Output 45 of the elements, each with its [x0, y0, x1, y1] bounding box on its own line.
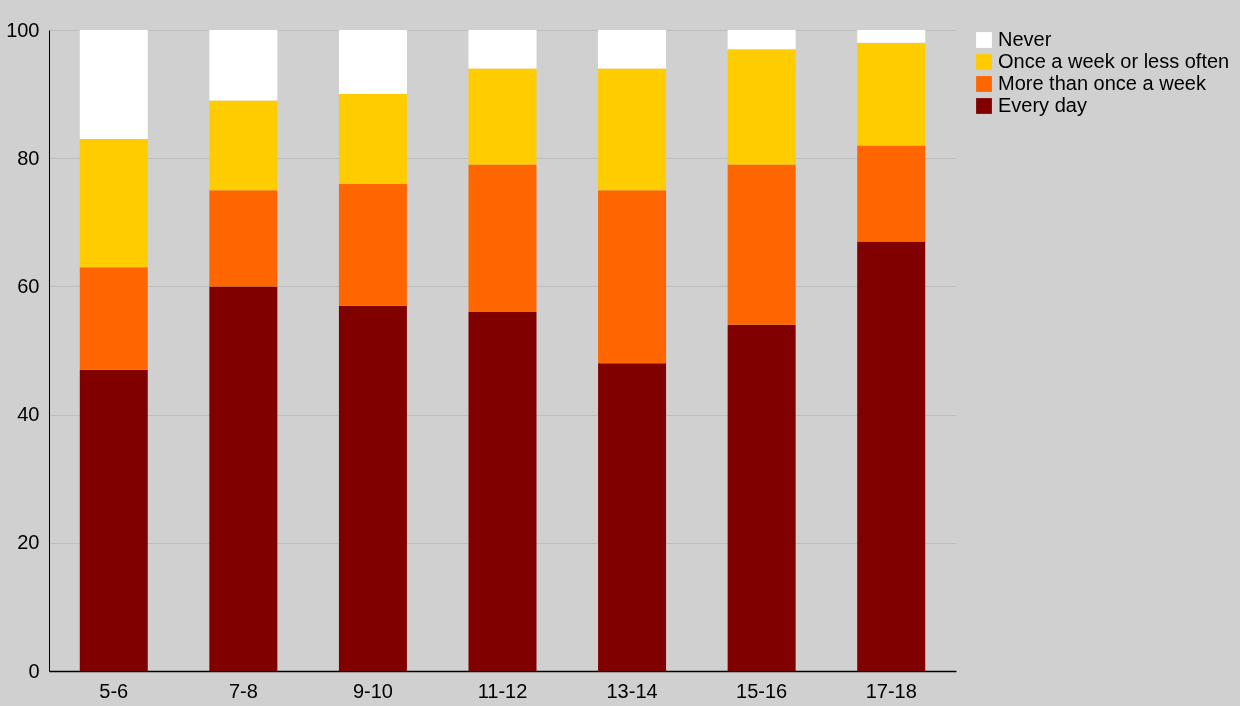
bar	[857, 241, 926, 671]
bar	[338, 30, 407, 95]
bar	[598, 190, 667, 364]
bar	[857, 145, 926, 242]
bar	[209, 30, 278, 101]
y-tick-label: 100	[6, 18, 40, 41]
y-tick-label: 20	[17, 531, 40, 554]
legend-label: More than once a week	[998, 72, 1207, 94]
legend-label: Every day	[998, 94, 1087, 116]
bar	[468, 312, 537, 671]
bar	[209, 100, 278, 191]
bar	[727, 49, 796, 165]
bar	[79, 138, 148, 268]
x-tick-label: 11-12	[477, 679, 528, 702]
bar	[338, 183, 407, 306]
bar	[727, 164, 796, 325]
y-tick-label: 60	[17, 274, 40, 297]
legend-label: Once a week or less often	[998, 50, 1230, 72]
y-tick-label: 40	[17, 403, 40, 426]
bar	[338, 94, 407, 184]
bar	[338, 305, 407, 671]
bar	[598, 30, 667, 69]
bar	[857, 30, 926, 43]
bar	[468, 164, 537, 313]
bar	[468, 68, 537, 165]
x-tick-label: 9-10	[352, 679, 393, 702]
y-tick-label: 0	[28, 659, 40, 682]
bar	[468, 30, 537, 69]
bar	[209, 286, 278, 671]
x-tick-label: 7-8	[228, 679, 258, 702]
x-tick-label: 5-6	[99, 679, 129, 702]
bar	[209, 190, 278, 287]
bar	[79, 30, 148, 139]
x-tick-label: 15-16	[736, 679, 788, 702]
bar	[79, 267, 148, 370]
bar	[598, 68, 667, 191]
bar	[598, 363, 667, 671]
x-tick-label: 13-14	[606, 679, 658, 702]
bar	[727, 30, 796, 50]
legend-label: Never	[998, 28, 1052, 50]
bar	[727, 324, 796, 671]
x-tick-label: 17-18	[865, 679, 917, 702]
y-tick-label: 80	[17, 146, 40, 169]
bar	[79, 369, 148, 671]
bar	[857, 42, 926, 146]
